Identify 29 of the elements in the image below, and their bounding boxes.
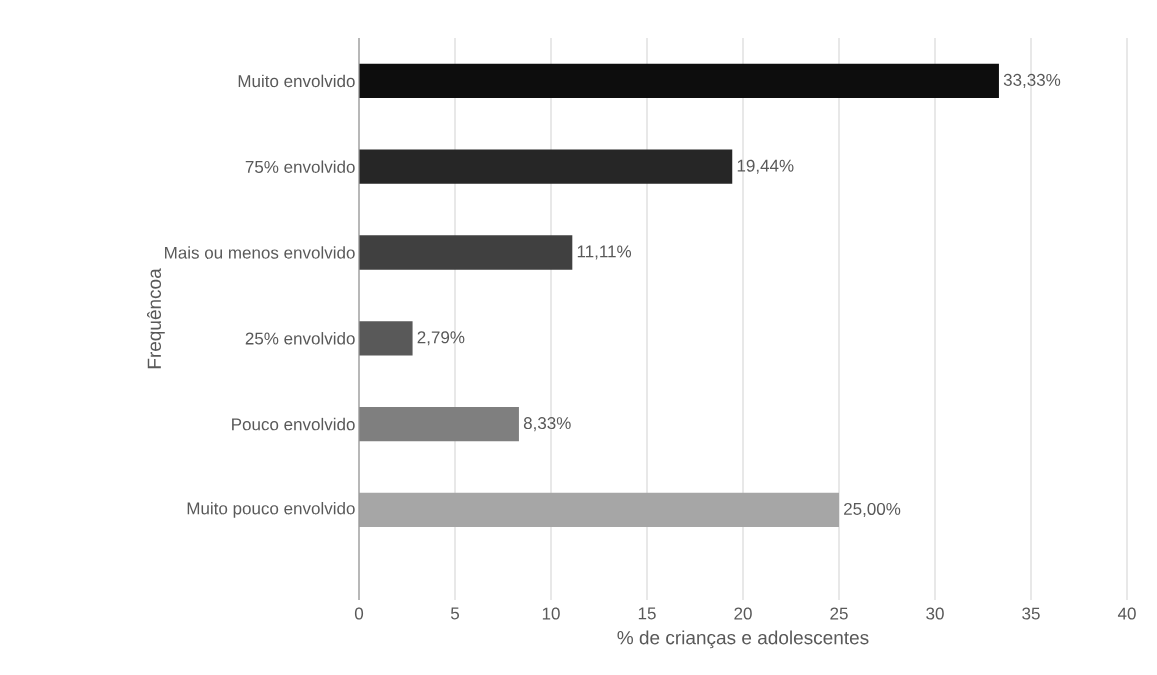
bar	[359, 235, 573, 270]
y-tick-label: Mais ou menos envolvido	[165, 246, 355, 259]
bar	[359, 149, 733, 184]
y-tick-label: 75% envolvido	[245, 160, 355, 173]
x-tick-label: 5	[450, 607, 460, 620]
x-tick-label: 25	[830, 607, 848, 620]
x-tick-label: 20	[734, 607, 752, 620]
data-label: 2,79%	[417, 331, 465, 346]
x-axis-title: % de crianças e adolescentes	[617, 630, 869, 649]
y-tick-label: Muito pouco envolvido	[187, 501, 355, 518]
data-label: 11,11%	[577, 245, 632, 260]
bar	[359, 63, 999, 99]
x-tick-label: 0	[354, 607, 364, 620]
x-tick-label: 40	[1117, 607, 1136, 620]
data-label: 33,33%	[1003, 73, 1061, 88]
data-label: 25,00%	[844, 502, 901, 517]
x-tick-label: 15	[638, 607, 656, 620]
y-tick-label: Pouco envolvido	[232, 417, 355, 431]
y-tick-label: 25% envolvido	[245, 332, 355, 345]
x-tick-label: 10	[542, 607, 560, 620]
y-axis-title: Frequêncoa	[147, 268, 165, 369]
x-tick-label: 30	[926, 607, 944, 620]
data-label: 8,33%	[523, 417, 571, 432]
x-tick-label: 35	[1022, 607, 1040, 620]
bar	[359, 492, 840, 528]
data-label: 19,44%	[737, 159, 794, 174]
bar	[359, 406, 519, 442]
bar	[359, 321, 413, 356]
y-tick-label: Muito envolvido	[238, 74, 355, 88]
